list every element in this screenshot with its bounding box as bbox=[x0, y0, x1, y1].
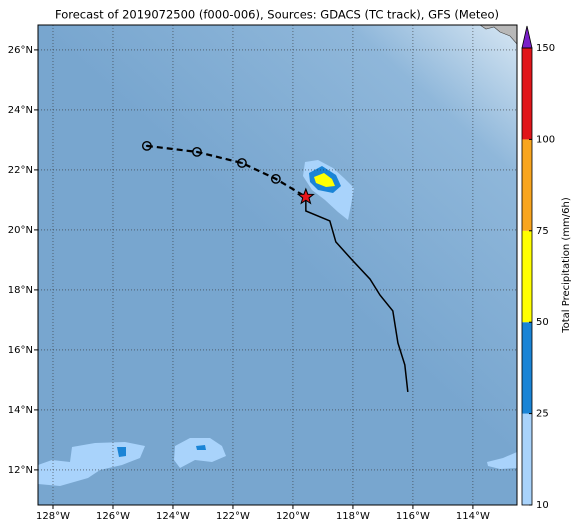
position-ring bbox=[270, 173, 281, 184]
y-tick-label: 26°N bbox=[8, 45, 33, 56]
x-tick-label: 114°W bbox=[456, 511, 490, 522]
sea bbox=[38, 25, 517, 505]
grid bbox=[38, 25, 517, 505]
y-tick-label: 12°N bbox=[8, 465, 33, 476]
past-track bbox=[146, 144, 307, 198]
x-tick-label: 124°W bbox=[156, 511, 190, 522]
track-position bbox=[237, 158, 247, 168]
x-tick-label: 118°W bbox=[336, 511, 370, 522]
track bbox=[141, 140, 409, 392]
position-dot bbox=[240, 162, 243, 164]
x-tick-label: 116°W bbox=[396, 511, 430, 522]
position-dot bbox=[274, 177, 277, 180]
track-position bbox=[192, 146, 202, 157]
map-frame bbox=[37, 24, 518, 506]
track-position bbox=[270, 173, 281, 184]
y-tick-label: 24°N bbox=[8, 105, 33, 116]
colorbar-label: Total Precipitation (mm/6h) bbox=[561, 197, 572, 334]
colorbar: 10 25 50 75 100 150 bbox=[521, 25, 555, 511]
x-tick-label: 126°W bbox=[96, 511, 130, 522]
colorbar-tick-label: 100 bbox=[536, 134, 555, 145]
map-area bbox=[38, 25, 517, 505]
colorbar-extension bbox=[521, 25, 533, 49]
colorbar-tick-label: 75 bbox=[536, 226, 549, 237]
colorbar-segment bbox=[522, 139, 532, 231]
x-tick-label: 128°W bbox=[36, 511, 70, 522]
position-ring bbox=[192, 146, 202, 157]
colorbar-segment bbox=[522, 230, 532, 323]
colorbar-segment bbox=[522, 413, 532, 505]
title: Forecast of 2019072500 (f000-006), Sourc… bbox=[55, 8, 499, 22]
colorbar-tick-label: 25 bbox=[536, 409, 549, 420]
position-ring bbox=[141, 140, 152, 151]
forecast-track bbox=[305, 196, 409, 392]
colorbar-segment bbox=[522, 48, 532, 140]
y-tick-label: 14°N bbox=[8, 405, 33, 416]
x-tick-label: 120°W bbox=[276, 511, 310, 522]
position-dot bbox=[195, 150, 198, 153]
colorbar-tick-label: 150 bbox=[536, 43, 555, 54]
y-tick-label: 20°N bbox=[8, 225, 33, 236]
colorbar-segment bbox=[522, 322, 532, 414]
current-position bbox=[296, 187, 315, 205]
colorbar-frame bbox=[521, 47, 533, 506]
axes: 128°W 126°W 124°W 122°W 120°W 118°W 116°W 114°W… bbox=[8, 45, 490, 522]
colorbar-tick-label: 10 bbox=[536, 500, 549, 511]
position-ring bbox=[237, 158, 247, 168]
x-tick-label: 122°W bbox=[216, 511, 250, 522]
y-tick-label: 16°N bbox=[8, 345, 33, 356]
precipitation bbox=[38, 160, 517, 486]
track-position bbox=[141, 140, 152, 151]
y-tick-label: 22°N bbox=[8, 165, 33, 176]
colorbar-tick-label: 50 bbox=[536, 317, 549, 328]
y-tick-label: 18°N bbox=[8, 285, 33, 296]
land bbox=[479, 25, 517, 45]
position-dot bbox=[145, 144, 148, 147]
